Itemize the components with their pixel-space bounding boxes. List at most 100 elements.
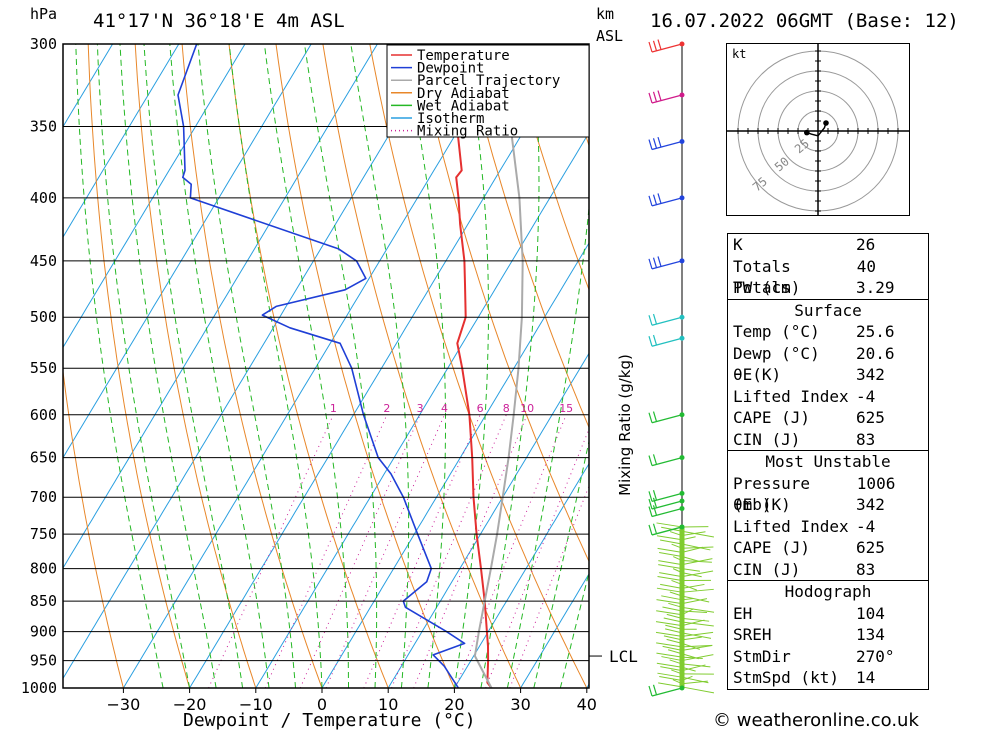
wind-profile-stroke: [657, 547, 683, 553]
index-label: K: [733, 235, 743, 254]
wind-barb-feather: [652, 411, 658, 422]
wind-profile-stroke: [681, 570, 714, 578]
legend-entry: Dry Adiabat: [417, 86, 510, 102]
wind-barb: [651, 526, 683, 536]
wind-profile-stroke: [681, 663, 711, 668]
legend-entry: Dewpoint: [417, 61, 484, 77]
wind-barb: [651, 316, 683, 326]
indices-table: K 26 Totals Totals 40 PW (cm) 3.29 Surface Te…: [727, 233, 929, 690]
surface-value: 83: [856, 429, 876, 449]
wind-barb-feather: [652, 313, 658, 325]
most-unstable-label: Lifted Index: [733, 516, 849, 536]
wet-adiabat-line: [533, 438, 589, 688]
pressure-tick-label: 350: [30, 117, 57, 135]
wind-profile-stroke: [681, 546, 714, 549]
datetime-label: 16.07.2022 06GMT (Base: 12): [650, 10, 959, 32]
wet-adiabat-line: [75, 44, 164, 688]
mixing-ratio-line: [299, 414, 421, 688]
wind-profile-stroke: [656, 599, 683, 605]
location-title: 41°17'N 36°18'E 4m ASL: [93, 10, 345, 32]
wind-profile-stroke: [659, 551, 683, 557]
index-value: 26: [856, 235, 876, 254]
most-unstable-title: Most Unstable: [765, 452, 891, 471]
hodograph-ring-label: 50: [772, 154, 792, 174]
wind-profile-stroke: [658, 682, 683, 688]
most-unstable-row: CIN (J) 83: [728, 559, 928, 581]
most-unstable-row: Pressure (mb) 1006: [728, 473, 928, 515]
wind-profile-stroke: [681, 621, 714, 627]
hodograph-label: StmDir: [733, 646, 791, 666]
wind-barb-feather: [652, 138, 658, 149]
wind-profile-stroke: [657, 672, 683, 678]
wind-profile-stroke: [656, 610, 683, 616]
copyright-label: © weatheronline.co.uk: [713, 710, 919, 731]
wind-barb-feather: [648, 412, 653, 423]
hodograph-ring-label: 25: [792, 136, 812, 156]
mixing-ratio-line: [325, 414, 445, 688]
temperature-tick-label: −30: [107, 695, 141, 714]
x-axis-label: Dewpoint / Temperature (°C): [183, 710, 476, 731]
wind-profile-stroke: [681, 636, 702, 641]
isotherm-line: [122, 44, 511, 688]
surface-value: 342: [856, 365, 885, 384]
wind-profile-stroke: [656, 587, 683, 593]
most-unstable-value: 625: [856, 538, 885, 557]
hodograph-unit: kt: [732, 47, 746, 61]
dry-adiabat-line: [463, 44, 589, 429]
wind-profile-stroke: [681, 546, 703, 553]
most-unstable-value: 1006: [856, 473, 896, 493]
wet-adiabat-line: [197, 44, 296, 688]
most-unstable-label: Pressure (mb): [733, 473, 811, 515]
wind-profile-stroke: [681, 558, 713, 566]
wind-profile-stroke: [681, 606, 715, 613]
most-unstable-value: 83: [856, 559, 876, 579]
legend-entry: Isotherm: [417, 111, 484, 127]
legend-entry: Mixing Ratio: [417, 124, 518, 140]
wind-profile-stroke: [681, 543, 711, 551]
wind-profile-stroke: [681, 632, 712, 639]
pressure-unit-label: hPa: [30, 5, 58, 23]
wind-barb-feather: [652, 40, 658, 51]
wind-barb-feather: [648, 498, 653, 510]
plot-frame: [62, 43, 590, 689]
wind-profile-stroke: [662, 606, 683, 612]
mixing-ratio-label: 10: [520, 402, 534, 415]
surface-section: Surface Temp (°C) 25.6 Dewp (°C) 20.6 θE(K) 3…: [728, 300, 928, 451]
hodograph-table-title: Hodograph: [784, 582, 872, 601]
wind-barb: [651, 507, 683, 518]
wind-profile-stroke: [681, 568, 700, 572]
mixing-ratio-label: 1: [330, 402, 337, 415]
temperature-tick-label: 10: [378, 695, 398, 714]
hodograph-value: 270°: [856, 646, 895, 666]
hodograph-value: 14: [856, 668, 876, 687]
mixing-ratio-label: 15: [559, 402, 573, 415]
hodograph-label: EH: [733, 603, 753, 623]
wind-barb-feather: [648, 491, 653, 502]
wind-profile-stroke: [681, 680, 708, 685]
pressure-tick-label: 850: [30, 592, 57, 610]
hodograph-label: SREH: [733, 625, 772, 644]
mixing-ratio-line: [391, 414, 507, 688]
wind-profile-stroke: [681, 583, 705, 589]
wind-profile-stroke: [681, 644, 713, 648]
wind-barb: [651, 337, 683, 347]
wind-barb-feather: [648, 258, 653, 270]
dry-adiabat-line: [510, 44, 589, 292]
surface-row: θE(K) 342: [728, 364, 928, 386]
most-unstable-label: θE (K): [733, 495, 791, 514]
mixing-ratio-line: [363, 414, 481, 688]
wind-profile-stroke: [681, 610, 708, 614]
wind-profile-stroke: [681, 598, 708, 605]
mixing-ratio-label: 2: [383, 402, 390, 415]
wind-barb: [651, 140, 683, 151]
most-unstable-row: θE (K) 342: [728, 494, 928, 516]
wet-adiabat-line: [506, 203, 589, 688]
pressure-tick-label: 550: [30, 359, 57, 377]
hodograph-row: SREH 134: [728, 624, 928, 646]
index-value: 40: [856, 256, 877, 276]
wind-profile-stroke: [681, 588, 714, 593]
wind-profile-stroke: [656, 642, 683, 648]
wind-barb-feather: [657, 90, 662, 101]
